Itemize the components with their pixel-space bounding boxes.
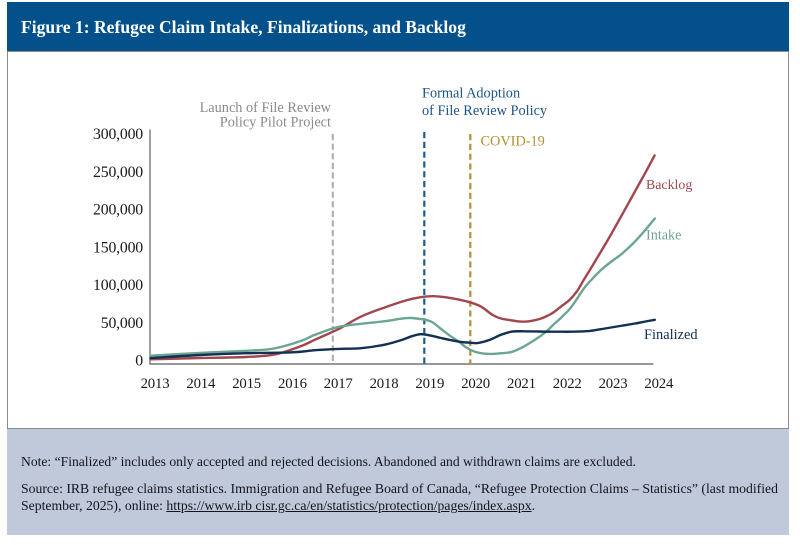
svg-text:2021: 2021 bbox=[507, 376, 536, 392]
svg-text:2018: 2018 bbox=[370, 376, 399, 392]
svg-text:50,000: 50,000 bbox=[101, 315, 144, 332]
svg-text:Backlog: Backlog bbox=[646, 178, 692, 193]
svg-text:2016: 2016 bbox=[278, 376, 307, 392]
svg-text:2019: 2019 bbox=[415, 376, 444, 392]
svg-text:300,000: 300,000 bbox=[93, 126, 143, 143]
svg-text:of File Review Policy: of File Review Policy bbox=[422, 103, 548, 119]
svg-text:Intake: Intake bbox=[646, 228, 681, 244]
svg-text:0: 0 bbox=[135, 353, 143, 370]
svg-text:200,000: 200,000 bbox=[93, 202, 143, 219]
svg-text:2022: 2022 bbox=[553, 376, 582, 392]
svg-text:2017: 2017 bbox=[324, 376, 353, 392]
svg-text:2013: 2013 bbox=[141, 376, 170, 392]
svg-text:Finalized: Finalized bbox=[644, 327, 698, 343]
svg-text:2015: 2015 bbox=[232, 376, 261, 392]
svg-text:Launch of File Review: Launch of File Review bbox=[200, 100, 332, 116]
svg-text:250,000: 250,000 bbox=[93, 164, 143, 181]
svg-text:2020: 2020 bbox=[461, 376, 490, 392]
svg-text:COVID-19: COVID-19 bbox=[481, 134, 545, 150]
svg-text:Formal Adoption: Formal Adoption bbox=[422, 86, 520, 102]
svg-text:2023: 2023 bbox=[599, 376, 628, 392]
svg-text:2014: 2014 bbox=[186, 376, 216, 392]
svg-text:100,000: 100,000 bbox=[93, 277, 143, 294]
svg-text:150,000: 150,000 bbox=[93, 239, 143, 256]
svg-text:2024: 2024 bbox=[644, 376, 674, 392]
svg-text:Policy Pilot Project: Policy Pilot Project bbox=[220, 115, 331, 131]
